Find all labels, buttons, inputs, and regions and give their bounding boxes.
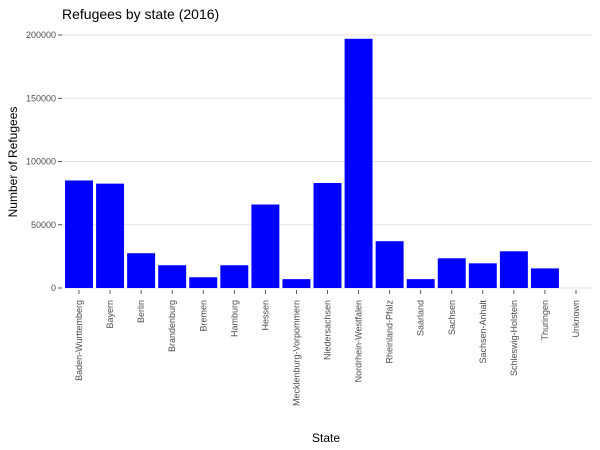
bar-sachsen	[437, 258, 466, 288]
y-tick-label: 0	[51, 283, 56, 293]
bar-sachsen-anhalt	[468, 263, 497, 288]
chart-title: Refugees by state (2016)	[62, 6, 219, 22]
bar-baden-wurttemberg	[65, 180, 93, 288]
x-tick-label: Niedersachsen	[323, 300, 333, 360]
bar-brandenburg	[158, 265, 187, 288]
bar-saarland	[406, 279, 435, 288]
x-tick-label: Berlin	[136, 300, 146, 323]
x-tick-label: Thuringen	[540, 300, 550, 341]
bar-berlin	[127, 253, 156, 288]
bar-thuringen	[530, 268, 559, 288]
x-tick-label: Baden-Wurttemberg	[74, 300, 84, 381]
x-tick-label: Rheinland-Pfalz	[385, 300, 395, 364]
bar-hessen	[251, 204, 280, 288]
y-tick-label: 150000	[26, 93, 56, 103]
bar-niedersachsen	[313, 183, 342, 288]
x-tick-label: Hessen	[260, 300, 270, 331]
x-axis-title: State	[312, 431, 340, 445]
x-tick-label: Unknown	[571, 300, 581, 338]
x-tick-label: Nordrhein-Westfalen	[354, 300, 364, 382]
y-tick-label: 200000	[26, 30, 56, 40]
x-axis-ticks: Baden-Wurttemberg Bayern Berlin Brandenburg…	[74, 290, 581, 406]
x-tick-label: Mecklenburg-Vorpommern	[291, 300, 301, 406]
x-tick-label: Bremen	[198, 300, 208, 332]
bar-mecklenburg-vorpommern	[282, 279, 311, 288]
y-tick-label: 50000	[31, 220, 56, 230]
bar-schleswig-holstein	[499, 251, 528, 288]
y-axis-title: Number of Refugees	[6, 107, 20, 218]
bar-hamburg	[220, 265, 249, 288]
x-tick-label: Bayern	[105, 300, 115, 329]
x-tick-label: Brandenburg	[167, 300, 177, 352]
x-tick-label: Schleswig-Holstein	[509, 300, 519, 376]
bar-bayern	[96, 183, 125, 288]
y-tick-label: 100000	[26, 157, 56, 167]
bars	[65, 38, 559, 288]
x-tick-label: Sachsen	[447, 300, 457, 335]
bar-bremen	[189, 277, 218, 288]
y-axis-ticks: 0 50000 100000 150000 200000	[26, 30, 62, 293]
bar-nordrhein-westfalen	[344, 38, 373, 288]
bar-rheinland-pfalz	[375, 241, 404, 288]
x-tick-label: Hamburg	[229, 300, 239, 337]
x-tick-label: Saarland	[416, 300, 426, 336]
x-tick-label: Sachsen-Anhalt	[478, 300, 488, 364]
